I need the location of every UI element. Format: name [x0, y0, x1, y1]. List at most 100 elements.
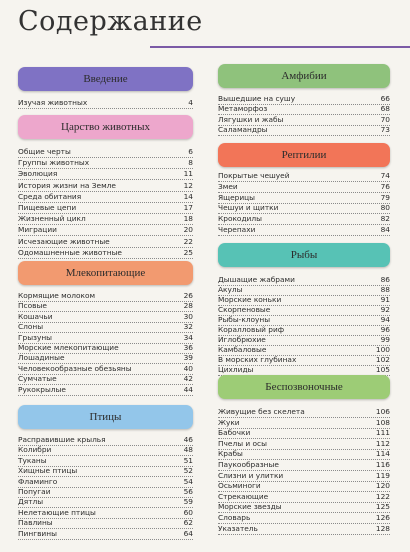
entry-title: Хищные птицы [18, 466, 78, 476]
toc-entry: Дышащие жабрами 86 [218, 275, 390, 286]
toc-entry: Слоны 32 [18, 322, 193, 334]
toc-entry: Павлины 62 [18, 518, 193, 530]
entry-title: Акулы [218, 285, 243, 294]
toc-entry: Морские коньки 91 [218, 295, 390, 306]
toc-entry: Крокодилы 82 [218, 214, 390, 226]
toc-entry: Словарь 126 [218, 513, 390, 524]
entry-title: Лягушки и жабы [218, 114, 284, 124]
entry-page: 54 [183, 476, 193, 486]
section-heading: Млекопитающие [18, 261, 193, 285]
entry-title: Пингвины [18, 528, 57, 538]
entry-title: Саламандры [218, 125, 268, 135]
entry-title: Эволюция [18, 169, 58, 179]
toc-entry: Метаморфоз 68 [218, 104, 390, 116]
toc-entry: Грызуны 34 [18, 333, 193, 344]
entry-title: Указатель [218, 523, 258, 533]
entry-page: 32 [183, 322, 193, 332]
toc-entry: Жизненный цикл 18 [18, 214, 193, 226]
entry-title: Осьминоги [218, 481, 261, 491]
toc-entry: Покрытые чешуей 74 [218, 171, 390, 182]
entry-title: Кормящие молоком [18, 291, 96, 300]
toc-entry: Кормящие молоком 26 [18, 291, 193, 302]
entry-title: Туканы [18, 455, 47, 465]
entry-title: Группы животных [18, 158, 90, 168]
entry-title: Жуки [218, 417, 240, 427]
entry-page: 11 [183, 169, 193, 179]
entry-title: Нелетающие птицы [18, 507, 96, 517]
toc-entry: Слизни и улитки 119 [218, 471, 390, 482]
entry-page: 84 [380, 225, 390, 234]
entry-page: 99 [380, 335, 390, 344]
entry-title: Дятлы [18, 497, 44, 507]
entry-page: 17 [183, 203, 193, 212]
toc-entry: Бабочки 111 [218, 428, 390, 440]
entry-page: 62 [183, 518, 193, 528]
entry-title: Изучая животных [18, 98, 88, 107]
entry-page: 42 [183, 374, 193, 384]
entry-page: 105 [375, 365, 390, 374]
toc-entry: Лягушки и жабы 70 [218, 115, 390, 126]
toc-entry: Человекообразные обезьяны 40 [18, 364, 193, 375]
entry-title: Исчезающие животные [18, 236, 110, 246]
entry-title: Стрекающие [218, 491, 269, 501]
toc-entry: Пчелы и осы 112 [218, 439, 390, 450]
toc-entry: Паукообразные 116 [218, 460, 390, 471]
entry-page: 70 [380, 114, 390, 124]
entry-page: 18 [183, 214, 193, 224]
toc-entry: Расправившие крылья 46 [18, 435, 193, 446]
toc-entry: Изучая животных 4 [18, 98, 193, 109]
toc-entry: Сумчатые 42 [18, 374, 193, 386]
entry-title: Цихлиды [218, 365, 254, 374]
entry-page: 28 [183, 301, 193, 311]
entry-title: Иглобрюхие [218, 335, 266, 344]
entry-title: Черепахи [218, 225, 256, 234]
title-rule [150, 46, 410, 48]
entry-page: 92 [380, 305, 390, 314]
toc-entry: Пингвины 64 [18, 529, 193, 540]
toc-entry: Черепахи 84 [218, 225, 390, 236]
toc-entry: Туканы 51 [18, 456, 193, 467]
toc-entry: Хищные птицы 52 [18, 466, 193, 478]
entry-title: Пищевые цепи [18, 203, 77, 212]
section-heading: Рептилии [218, 143, 390, 167]
entry-title: Грызуны [18, 332, 53, 342]
entry-page: 26 [183, 291, 193, 300]
entry-page: 100 [375, 345, 390, 354]
entry-title: Вышедшие на сушу [218, 94, 296, 103]
entry-title: Крокодилы [218, 214, 262, 224]
toc-entry: Лошадиные 39 [18, 353, 193, 365]
entry-title: Словарь [218, 513, 251, 522]
entry-page: 22 [183, 236, 193, 246]
entry-title: Покрытые чешуей [218, 171, 290, 180]
toc-entry: Колибри 48 [18, 445, 193, 457]
entry-page: 120 [375, 481, 390, 491]
toc-entry: Камбаловые 100 [218, 345, 390, 356]
entry-page: 14 [183, 191, 193, 201]
entry-page: 56 [183, 487, 193, 496]
entry-title: Рыбы-клоуны [218, 315, 271, 324]
entry-title: Морские звезды [218, 502, 282, 512]
toc-entry: Указатель 128 [218, 524, 390, 535]
toc-entry: Чешуи и щитки 80 [218, 203, 390, 215]
entry-page: 39 [183, 353, 193, 363]
section-heading: Амфибии [218, 64, 390, 88]
entry-page: 86 [380, 275, 390, 284]
toc-entry: Попугаи 56 [18, 487, 193, 498]
entry-page: 4 [188, 98, 193, 107]
toc-entry: Змеи 76 [218, 182, 390, 193]
entry-title: Попугаи [18, 487, 51, 496]
entry-page: 74 [380, 171, 390, 180]
entry-title: Морские млекопитающие [18, 343, 119, 352]
entry-page: 126 [375, 513, 390, 522]
section-heading: Птицы [18, 405, 193, 429]
entry-title: Живущие без скелета [218, 407, 305, 416]
entry-page: 73 [380, 125, 390, 135]
entry-page: 80 [380, 203, 390, 213]
toc-entry: История жизни на Земле 12 [18, 181, 193, 192]
entry-page: 8 [188, 158, 193, 168]
entry-title: Пчелы и осы [218, 438, 267, 448]
entry-page: 64 [183, 528, 193, 538]
section-heading: Введение [18, 67, 193, 91]
entry-page: 119 [375, 470, 390, 480]
